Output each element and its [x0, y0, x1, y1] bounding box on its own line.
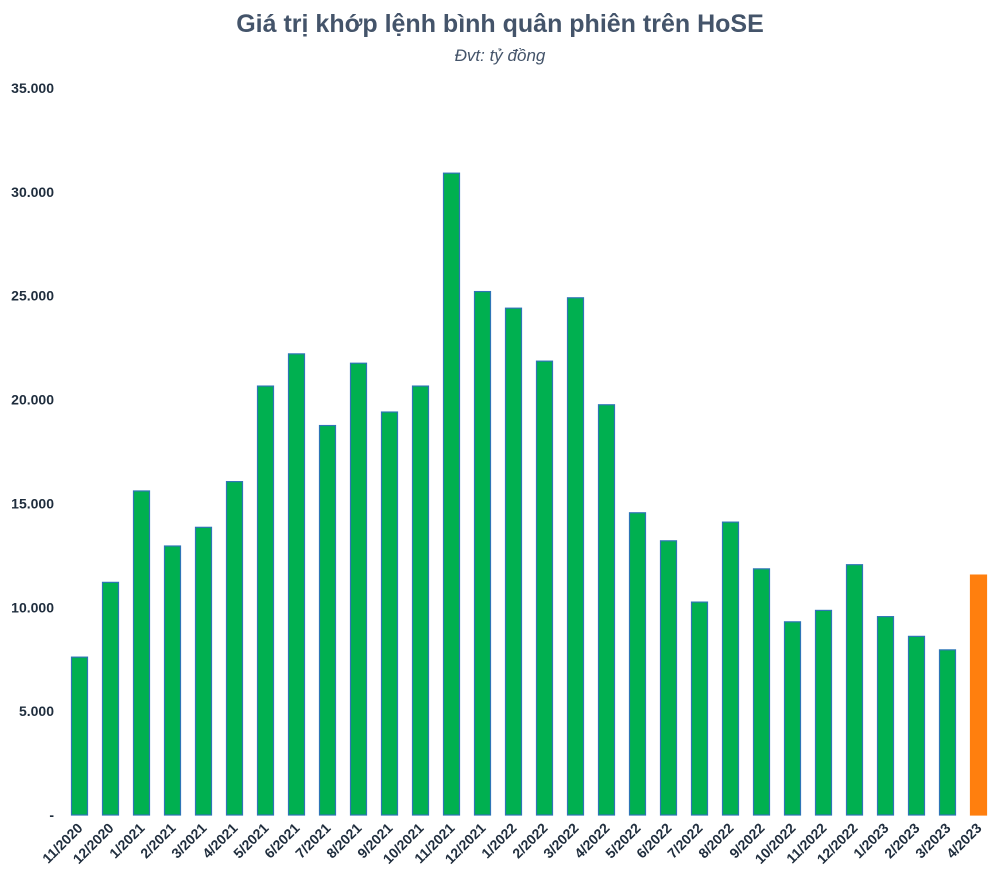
- y-tick-label: 25.000: [11, 288, 54, 304]
- bar-3-2022: [566, 297, 585, 816]
- bar-12-2020: [101, 581, 120, 816]
- bar-3-2023: [938, 649, 957, 816]
- bar-2-2023: [907, 635, 926, 816]
- bar-3-2021: [194, 526, 213, 816]
- bar-8-2021: [349, 362, 368, 816]
- bar-5-2022: [628, 512, 647, 816]
- bar-2-2022: [535, 360, 554, 816]
- bar-5-2021: [256, 385, 275, 816]
- bar-11-2021: [442, 172, 461, 816]
- bar-9-2021: [380, 411, 399, 816]
- bar-4-2022: [597, 404, 616, 816]
- chart-title: Giá trị khớp lệnh bình quân phiên trên H…: [236, 10, 764, 38]
- bar-10-2022: [783, 621, 802, 816]
- chart-subtitle: Đvt: tỷ đồng: [454, 46, 546, 65]
- bar-10-2021: [411, 385, 430, 816]
- bar-4-2023: [969, 574, 988, 816]
- bar-1-2022: [504, 307, 523, 816]
- bar-4-2021: [225, 481, 244, 816]
- y-tick-label: 35.000: [11, 80, 54, 96]
- y-tick-label: 20.000: [11, 392, 54, 408]
- x-tick-label: 4/2023: [943, 820, 985, 862]
- bar-11-2020: [70, 656, 89, 816]
- y-tick-label: 10.000: [11, 599, 54, 615]
- bar-7-2021: [318, 424, 337, 816]
- y-tick-label: 30.000: [11, 184, 54, 200]
- bar-12-2022: [845, 564, 864, 816]
- bar-9-2022: [752, 568, 771, 816]
- y-tick-label: -: [49, 807, 54, 823]
- y-tick-label: 5.000: [19, 703, 54, 719]
- bar-7-2022: [690, 601, 709, 816]
- bar-12-2021: [473, 290, 492, 816]
- bar-11-2022: [814, 609, 833, 816]
- bar-1-2023: [876, 616, 895, 816]
- bar-2-2021: [163, 545, 182, 816]
- y-tick-label: 15.000: [11, 495, 54, 511]
- bar-1-2021: [132, 490, 151, 816]
- bar-6-2021: [287, 353, 306, 816]
- bar-8-2022: [721, 521, 740, 816]
- bar-6-2022: [659, 540, 678, 816]
